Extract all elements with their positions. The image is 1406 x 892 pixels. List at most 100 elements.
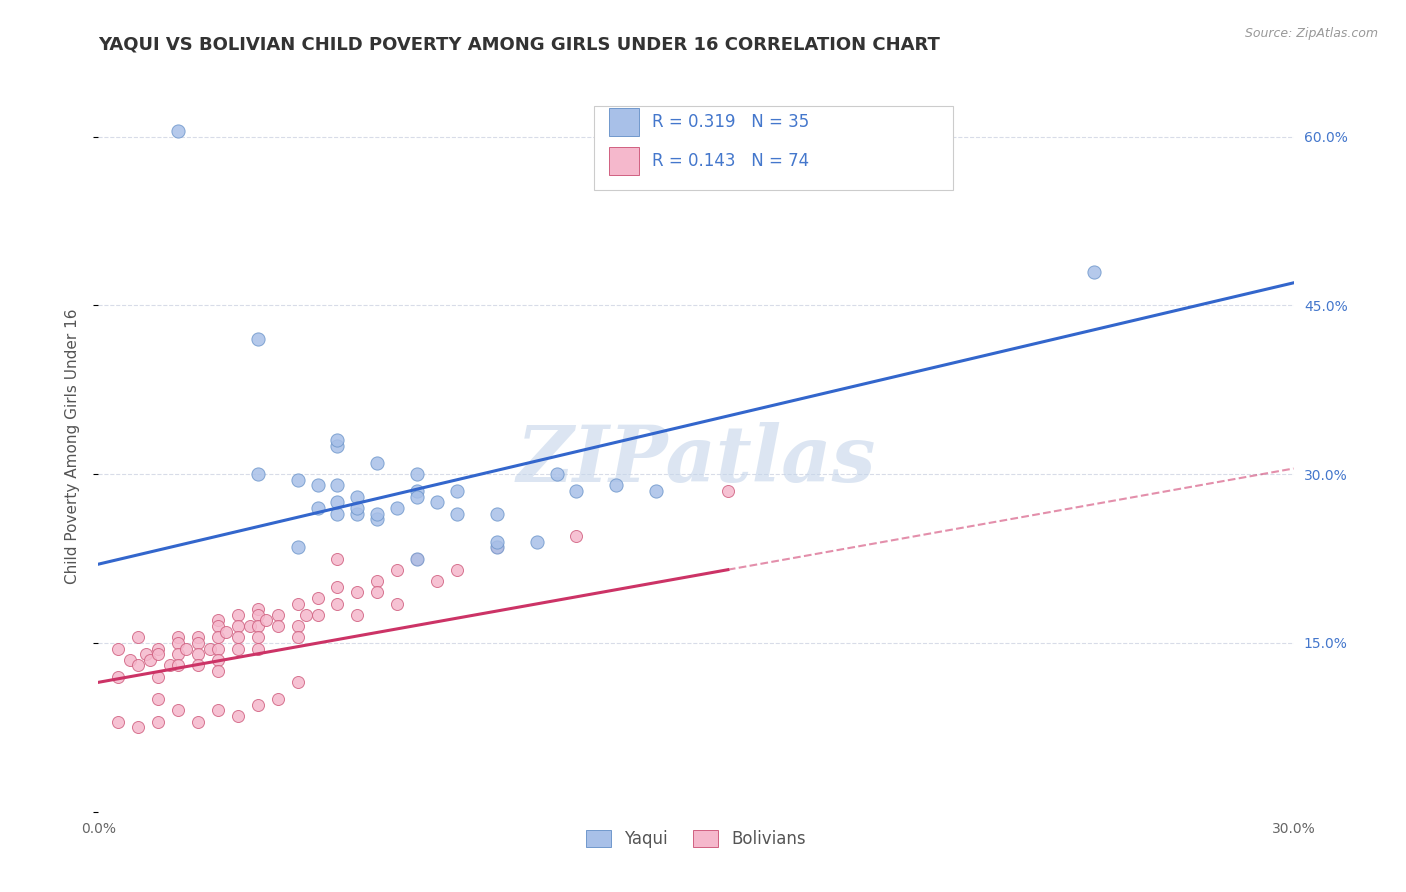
Point xyxy=(198,641,221,656)
Point xyxy=(167,124,190,138)
Text: YAQUI VS BOLIVIAN CHILD POVERTY AMONG GIRLS UNDER 16 CORRELATION CHART: YAQUI VS BOLIVIAN CHILD POVERTY AMONG GI… xyxy=(98,36,941,54)
Point xyxy=(294,607,316,622)
Point xyxy=(1083,264,1105,278)
Y-axis label: Child Poverty Among Girls Under 16: Child Poverty Among Girls Under 16 xyxy=(65,309,80,583)
Point xyxy=(127,630,149,644)
Point xyxy=(135,647,157,661)
Point xyxy=(107,641,129,656)
Point xyxy=(246,630,269,644)
Point xyxy=(385,500,409,515)
Point xyxy=(287,619,309,633)
Point xyxy=(167,636,190,650)
Point xyxy=(148,692,170,706)
Point xyxy=(326,478,349,492)
Point xyxy=(366,507,388,521)
Point xyxy=(366,456,388,470)
Point xyxy=(159,658,181,673)
Point xyxy=(167,630,190,644)
Point xyxy=(226,619,249,633)
Point xyxy=(366,512,388,526)
Point xyxy=(385,597,409,611)
Point xyxy=(246,619,269,633)
Point xyxy=(246,698,269,712)
Point xyxy=(565,529,588,543)
Point xyxy=(307,500,329,515)
Point xyxy=(717,483,740,498)
Point xyxy=(406,551,429,566)
Point xyxy=(326,439,349,453)
Point xyxy=(406,483,429,498)
Point xyxy=(406,490,429,504)
Point xyxy=(207,641,229,656)
Point xyxy=(446,483,468,498)
Point xyxy=(406,551,429,566)
Point xyxy=(187,658,209,673)
Point xyxy=(127,658,149,673)
Bar xyxy=(609,108,638,136)
Point xyxy=(326,507,349,521)
Point xyxy=(246,467,269,482)
Point xyxy=(267,607,290,622)
Point xyxy=(485,534,508,549)
Text: Source: ZipAtlas.com: Source: ZipAtlas.com xyxy=(1244,27,1378,40)
Point xyxy=(307,478,329,492)
Point xyxy=(406,467,429,482)
Point xyxy=(254,614,277,628)
Point xyxy=(346,607,368,622)
Point xyxy=(207,630,229,644)
Point xyxy=(287,541,309,555)
Point xyxy=(246,607,269,622)
Point xyxy=(426,495,449,509)
Point xyxy=(246,602,269,616)
Point xyxy=(187,714,209,729)
Point xyxy=(246,641,269,656)
Point xyxy=(148,670,170,684)
Point xyxy=(446,507,468,521)
Legend: Yaqui, Bolivians: Yaqui, Bolivians xyxy=(579,823,813,855)
Point xyxy=(307,607,329,622)
Point xyxy=(167,658,190,673)
Point xyxy=(148,647,170,661)
Point xyxy=(187,630,209,644)
Point xyxy=(1402,478,1406,492)
Point xyxy=(107,670,129,684)
Point xyxy=(107,714,129,729)
Point xyxy=(215,624,238,639)
Point xyxy=(207,619,229,633)
Point xyxy=(267,692,290,706)
Point xyxy=(287,675,309,690)
Point xyxy=(326,551,349,566)
Point xyxy=(485,541,508,555)
Point xyxy=(139,653,162,667)
Point xyxy=(239,619,262,633)
Point xyxy=(326,580,349,594)
Point xyxy=(226,630,249,644)
Bar xyxy=(609,147,638,175)
Point xyxy=(167,647,190,661)
Point xyxy=(307,591,329,605)
Point xyxy=(565,483,588,498)
Point xyxy=(446,563,468,577)
Point xyxy=(167,703,190,717)
Text: ZIPatlas: ZIPatlas xyxy=(516,423,876,499)
Point xyxy=(526,534,548,549)
Point xyxy=(385,563,409,577)
Point xyxy=(120,653,142,667)
Text: R = 0.143   N = 74: R = 0.143 N = 74 xyxy=(652,152,808,169)
Point xyxy=(187,647,209,661)
Point xyxy=(366,574,388,588)
Point xyxy=(226,607,249,622)
Point xyxy=(645,483,668,498)
Point xyxy=(546,467,568,482)
Point xyxy=(246,332,269,346)
Point xyxy=(267,619,290,633)
Point xyxy=(485,507,508,521)
Point xyxy=(326,495,349,509)
Point xyxy=(207,703,229,717)
Point xyxy=(207,653,229,667)
Point xyxy=(346,490,368,504)
Point xyxy=(426,574,449,588)
Point xyxy=(366,585,388,599)
Point xyxy=(605,478,627,492)
Point xyxy=(287,473,309,487)
